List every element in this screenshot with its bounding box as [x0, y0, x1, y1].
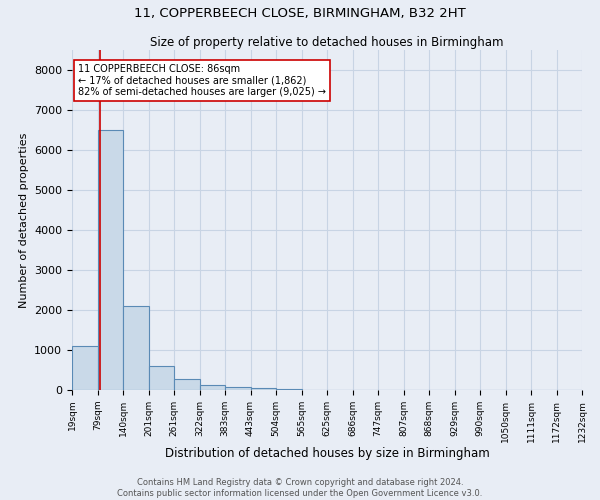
Text: Contains HM Land Registry data © Crown copyright and database right 2024.
Contai: Contains HM Land Registry data © Crown c… — [118, 478, 482, 498]
Bar — [225, 387, 251, 390]
Bar — [149, 366, 174, 390]
Text: 11, COPPERBEECH CLOSE, BIRMINGHAM, B32 2HT: 11, COPPERBEECH CLOSE, BIRMINGHAM, B32 2… — [134, 8, 466, 20]
Bar — [72, 346, 97, 390]
Text: 11 COPPERBEECH CLOSE: 86sqm
← 17% of detached houses are smaller (1,862)
82% of : 11 COPPERBEECH CLOSE: 86sqm ← 17% of det… — [78, 64, 326, 97]
Bar — [276, 389, 302, 390]
Title: Size of property relative to detached houses in Birmingham: Size of property relative to detached ho… — [150, 36, 504, 49]
Bar — [97, 130, 123, 390]
Bar — [123, 306, 149, 390]
Y-axis label: Number of detached properties: Number of detached properties — [19, 132, 29, 308]
Bar — [199, 385, 225, 390]
Bar — [251, 388, 276, 390]
X-axis label: Distribution of detached houses by size in Birmingham: Distribution of detached houses by size … — [164, 448, 490, 460]
Bar — [174, 379, 199, 390]
